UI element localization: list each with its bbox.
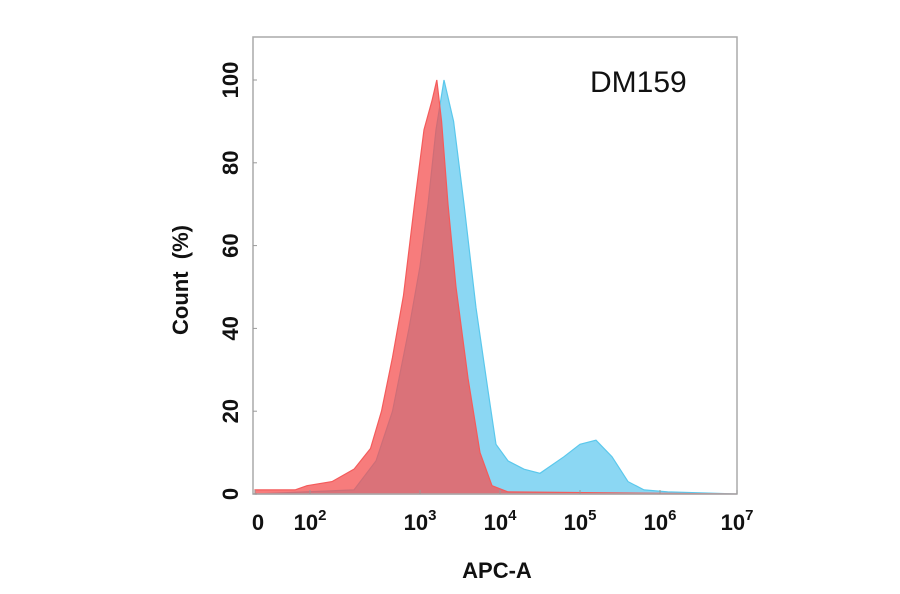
y-tick-label: 40: [218, 316, 243, 340]
x-axis: 0 102 103 104 105 106 107: [252, 490, 754, 535]
x-tick-label: 104: [484, 507, 517, 535]
y-tick-label: 20: [218, 399, 243, 423]
plot-frame: [252, 36, 738, 495]
y-tick-label: 100: [218, 62, 243, 99]
y-tick-label: 80: [218, 151, 243, 175]
plot-area: [254, 79, 738, 495]
x-tick-label: 0: [252, 510, 264, 535]
x-tick-label: 102: [294, 507, 327, 535]
y-axis: 0 20 40 60 80 100: [218, 62, 257, 500]
y-tick-label: 60: [218, 233, 243, 257]
x-tick-label: 107: [721, 507, 754, 535]
y-axis-title: Count (%): [168, 225, 193, 335]
y-tick-label: 0: [218, 488, 243, 500]
x-tick-label: 105: [564, 507, 597, 535]
x-tick-label: 106: [644, 507, 677, 535]
x-axis-title: APC-A: [462, 558, 532, 583]
x-tick-label: 103: [404, 507, 437, 535]
sample-annotation: DM159: [590, 66, 687, 99]
sample-histogram: [254, 79, 738, 495]
control-histogram: [254, 79, 738, 495]
